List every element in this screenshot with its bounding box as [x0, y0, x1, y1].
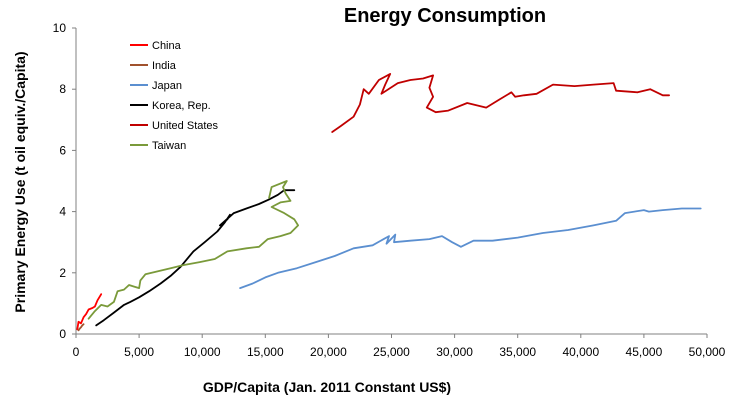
x-tick-label: 35,000: [499, 345, 536, 359]
y-axis-label: Primary Energy Use (t oil equiv./Capita): [12, 51, 28, 312]
x-tick-label: 40,000: [562, 345, 599, 359]
legend-label-united-states: United States: [152, 120, 219, 132]
x-tick-label: 25,000: [373, 345, 410, 359]
x-tick-label: 30,000: [436, 345, 473, 359]
y-tick-label: 0: [59, 327, 66, 341]
y-tick-label: 2: [59, 266, 66, 280]
y-tick-label: 8: [59, 82, 66, 96]
legend-label-india: India: [152, 60, 177, 72]
chart-title: Energy Consumption: [344, 5, 546, 27]
series-line-japan: [239, 207, 702, 290]
legend-label-taiwan: Taiwan: [152, 140, 186, 152]
y-tick-group: 0 2 4 6 8 10: [53, 21, 76, 341]
x-tick-group: 0 5,000 10,000 15,000 20,000 25,000 30,000 35,0…: [73, 334, 726, 359]
legend-label-japan: Japan: [152, 80, 182, 92]
x-tick-label: 45,000: [626, 345, 663, 359]
x-tick-label: 20,000: [310, 345, 347, 359]
series-line-taiwan: [87, 180, 300, 320]
x-tick-label: 0: [73, 345, 80, 359]
x-tick-label: 50,000: [689, 345, 726, 359]
legend: China India Japan Korea, Rep. United States T…: [130, 40, 219, 152]
series-line-india: [77, 323, 85, 332]
x-tick-label: 15,000: [247, 345, 284, 359]
x-tick-label: 5,000: [124, 345, 154, 359]
series-line-korea-rep: [95, 189, 296, 327]
series-line-china: [76, 293, 103, 331]
y-tick-label: 4: [59, 205, 66, 219]
legend-label-korea-rep: Korea, Rep.: [152, 100, 211, 112]
x-tick-label: 10,000: [184, 345, 221, 359]
series-line-united-states: [331, 73, 670, 133]
y-tick-label: 10: [53, 21, 67, 35]
x-axis-label: GDP/Capita (Jan. 2011 Constant US$): [203, 379, 451, 395]
y-tick-label: 6: [59, 143, 66, 157]
series-group: [76, 73, 702, 332]
legend-label-china: China: [152, 40, 182, 52]
